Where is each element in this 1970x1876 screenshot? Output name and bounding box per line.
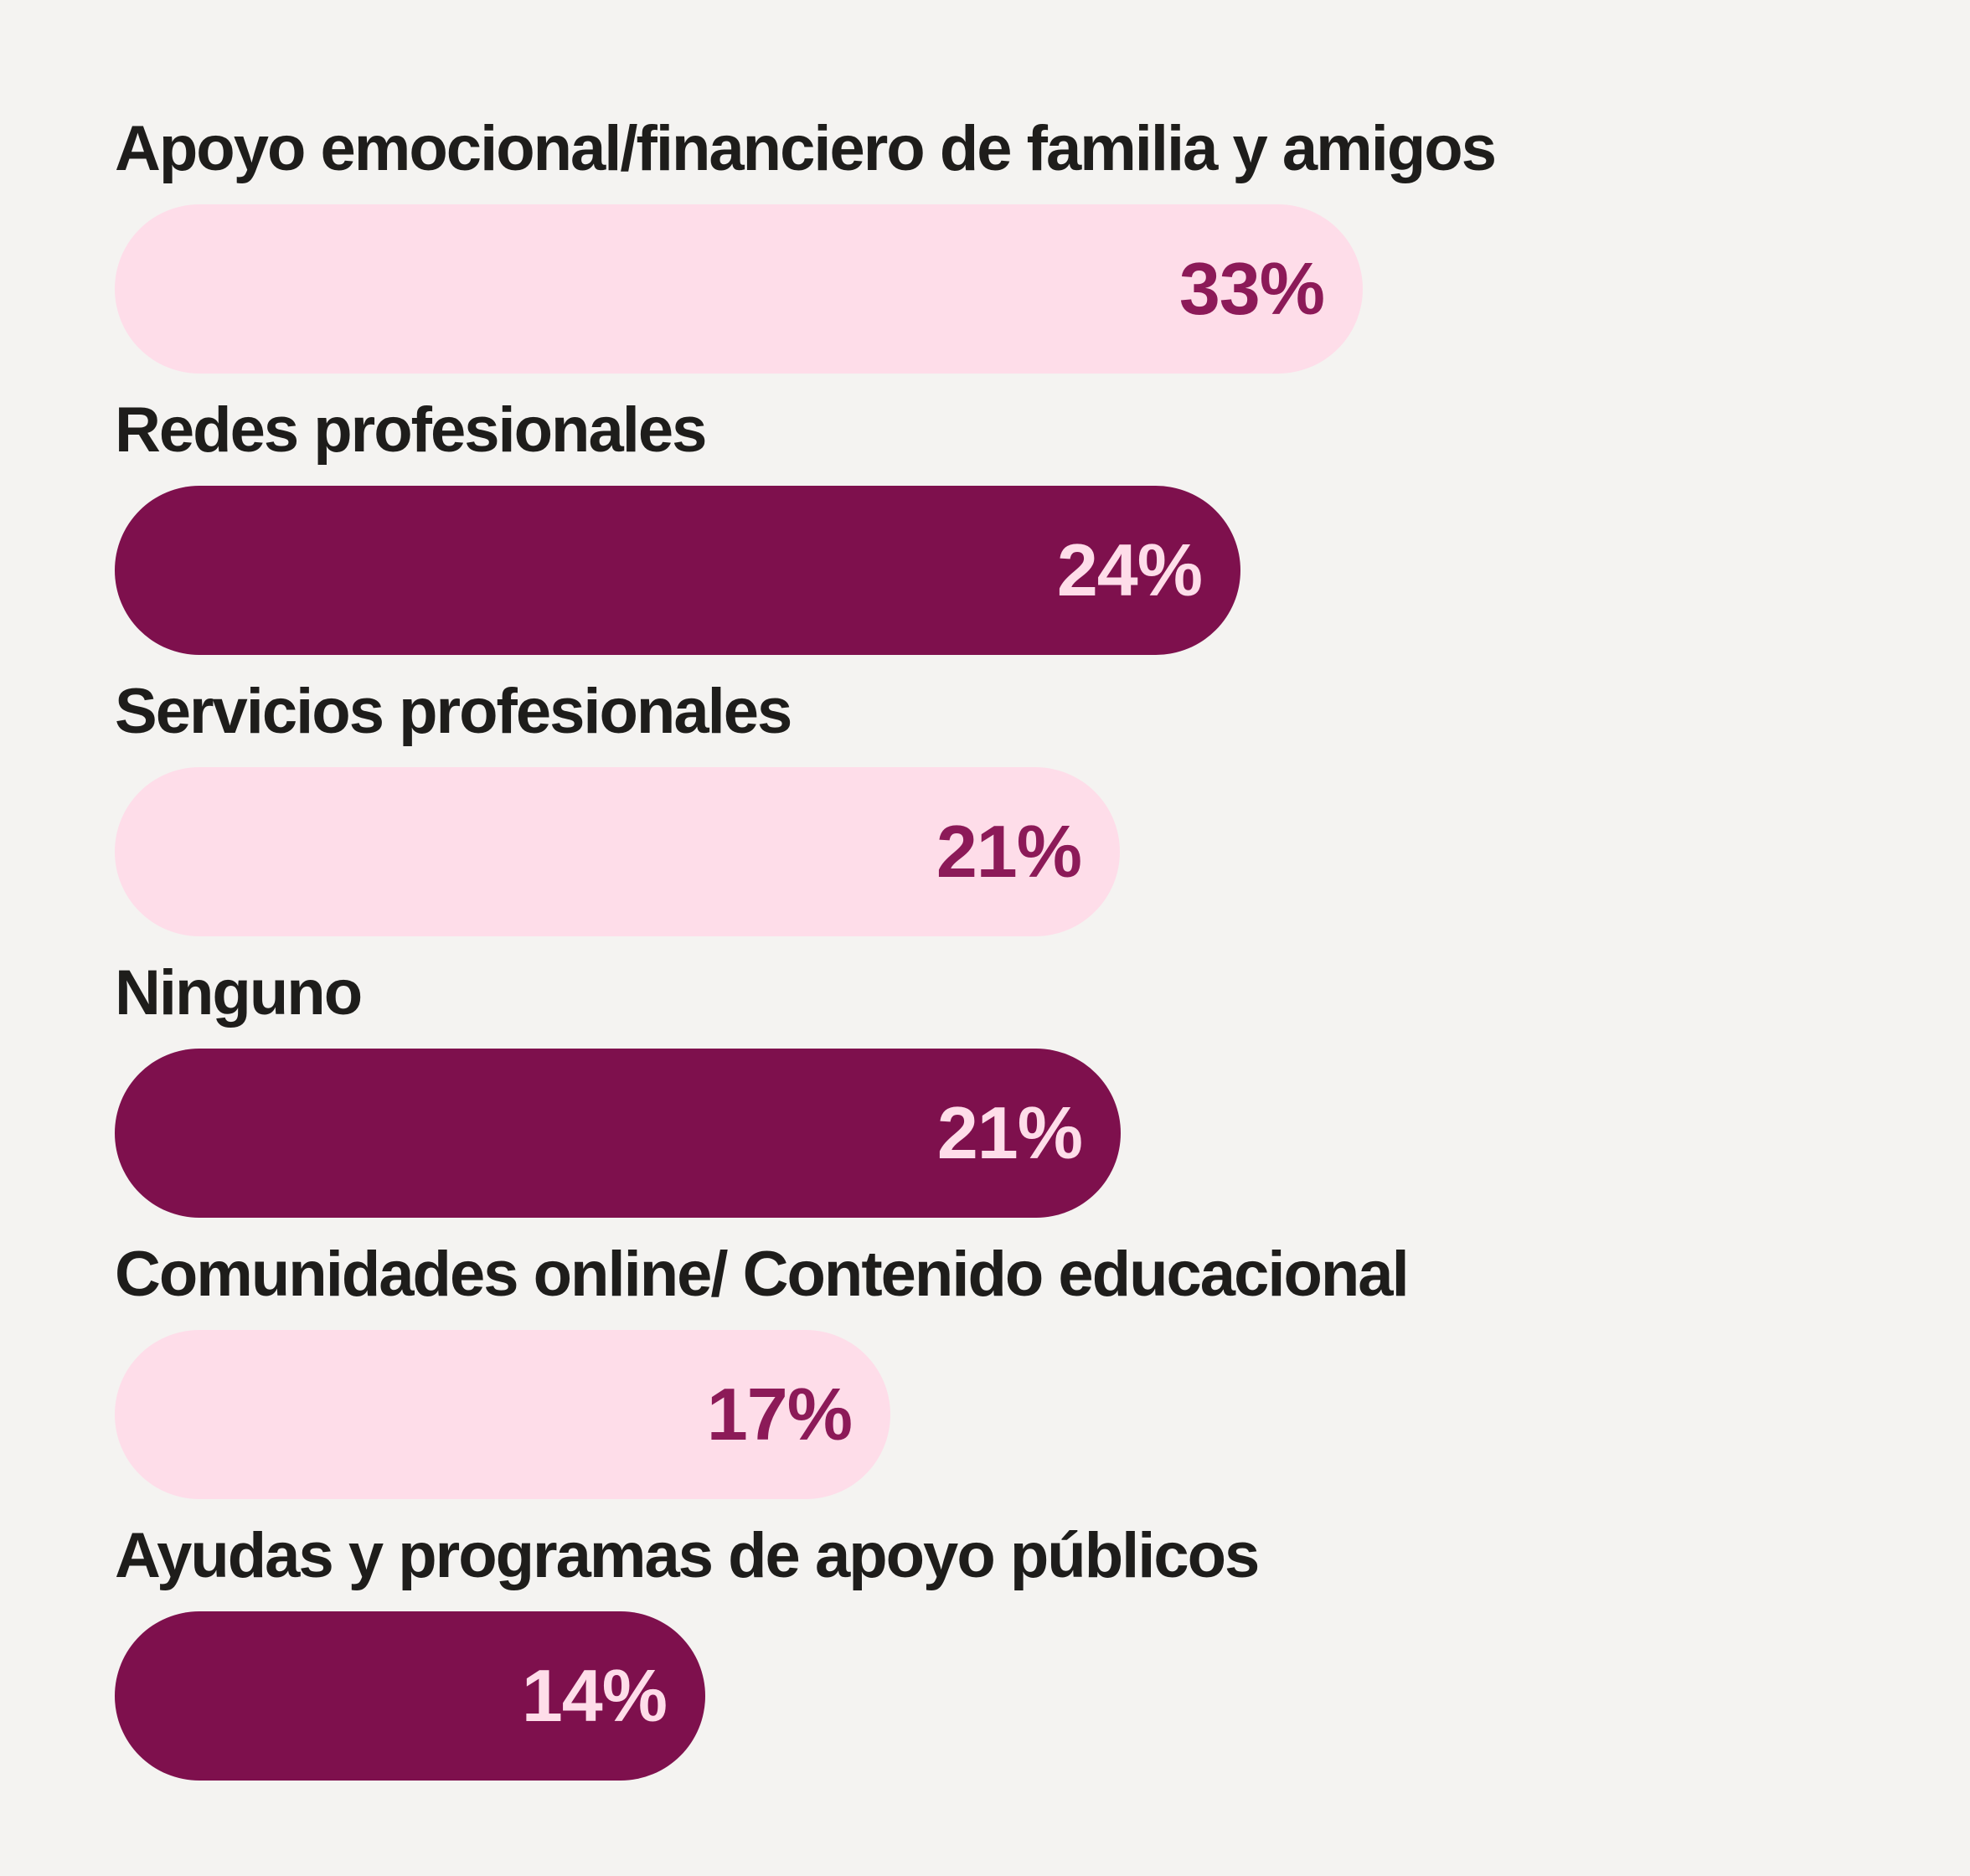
bar-pill: 21% xyxy=(115,767,1120,936)
category-label: Apoyo emocional/financiero de familia y … xyxy=(115,113,1497,184)
category-label: Comunidades online/ Contenido educaciona… xyxy=(115,1239,1410,1310)
bar-pill: 33% xyxy=(115,204,1363,374)
category-label: Ayudas y programas de apoyo públicos xyxy=(115,1520,1260,1591)
chart-row: Ayudas y programas de apoyo públicos 14% xyxy=(115,1524,1855,1781)
chart-row: Redes profesionales 24% xyxy=(115,399,1855,655)
category-label: Ninguno xyxy=(115,957,363,1028)
bar-pill: 14% xyxy=(115,1611,705,1781)
bar-pill: 24% xyxy=(115,486,1240,655)
category-label: Redes profesionales xyxy=(115,394,707,466)
value-label: 21% xyxy=(936,1091,1083,1174)
value-label: 17% xyxy=(706,1373,853,1456)
bar-pill: 21% xyxy=(115,1049,1121,1218)
chart-row: Apoyo emocional/financiero de familia y … xyxy=(115,117,1855,374)
bar-pill: 17% xyxy=(115,1330,890,1499)
value-label: 21% xyxy=(936,810,1082,893)
value-label: 14% xyxy=(521,1654,668,1737)
value-label: 33% xyxy=(1178,247,1325,330)
category-label: Servicios profesionales xyxy=(115,676,792,747)
chart-row: Comunidades online/ Contenido educaciona… xyxy=(115,1243,1855,1499)
chart-row: Ninguno 21% xyxy=(115,961,1855,1218)
chart-row: Servicios profesionales 21% xyxy=(115,680,1855,936)
value-label: 24% xyxy=(1056,528,1203,611)
